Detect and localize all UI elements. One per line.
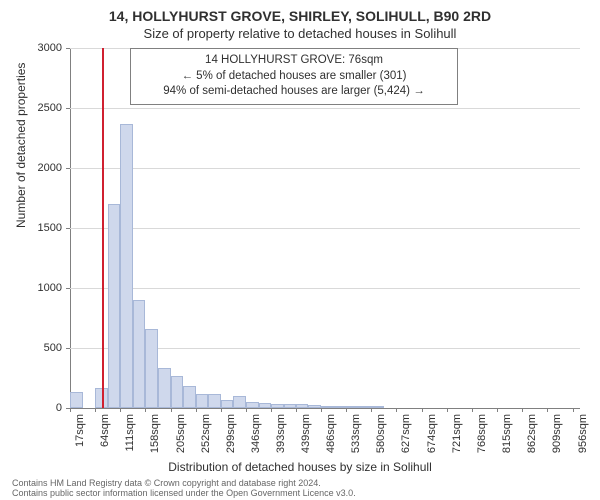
x-tick-label: 486sqm (325, 414, 337, 464)
grid-line (70, 168, 580, 169)
y-tick-label: 2000 (12, 162, 62, 174)
x-tick-mark (171, 408, 172, 412)
x-tick-label: 439sqm (300, 414, 312, 464)
histogram-bar (371, 406, 384, 408)
attribution-footer: Contains HM Land Registry data © Crown c… (12, 478, 356, 499)
histogram-bar (208, 394, 221, 408)
histogram-bar (145, 329, 158, 408)
x-tick-mark (145, 408, 146, 412)
x-tick-label: 815sqm (501, 414, 513, 464)
annotation-box: 14 HOLLYHURST GROVE: 76sqm ← 5% of detac… (130, 48, 458, 105)
annotation-line-3: 94% of semi-detached houses are larger (… (139, 84, 449, 100)
y-tick-label: 0 (12, 402, 62, 414)
x-tick-mark (271, 408, 272, 412)
y-tick-mark (66, 48, 70, 49)
x-tick-mark (422, 408, 423, 412)
histogram-bar (120, 124, 133, 408)
histogram-bar (334, 406, 347, 408)
histogram-bar (221, 400, 234, 408)
histogram-bar (259, 403, 272, 408)
x-tick-mark (221, 408, 222, 412)
x-tick-label: 158sqm (149, 414, 161, 464)
y-tick-mark (66, 168, 70, 169)
x-tick-label: 674sqm (426, 414, 438, 464)
x-tick-label: 909sqm (551, 414, 563, 464)
histogram-bar (284, 404, 297, 408)
y-tick-label: 1000 (12, 282, 62, 294)
x-tick-mark (547, 408, 548, 412)
y-tick-mark (66, 228, 70, 229)
x-tick-label: 17sqm (74, 414, 86, 464)
x-tick-mark (573, 408, 574, 412)
x-tick-mark (447, 408, 448, 412)
x-tick-mark (296, 408, 297, 412)
histogram-bar (296, 404, 309, 408)
histogram-bar (308, 405, 321, 408)
x-tick-mark (522, 408, 523, 412)
y-tick-label: 1500 (12, 222, 62, 234)
histogram-bar (133, 300, 146, 408)
annotation-line-1: 14 HOLLYHURST GROVE: 76sqm (139, 53, 449, 69)
x-tick-label: 956sqm (577, 414, 589, 464)
histogram-bar (271, 404, 284, 408)
grid-line (70, 228, 580, 229)
footer-line-2: Contains public sector information licen… (12, 488, 356, 498)
x-tick-label: 580sqm (375, 414, 387, 464)
chart-title: 14, HOLLYHURST GROVE, SHIRLEY, SOLIHULL,… (0, 8, 600, 24)
y-tick-label: 2500 (12, 102, 62, 114)
y-axis-label: Number of detached properties (14, 63, 28, 228)
y-tick-mark (66, 288, 70, 289)
x-tick-label: 393sqm (275, 414, 287, 464)
histogram-bar (246, 402, 259, 408)
x-tick-mark (346, 408, 347, 412)
histogram-bar (196, 394, 209, 408)
x-tick-mark (472, 408, 473, 412)
x-tick-label: 111sqm (124, 414, 136, 464)
histogram-bar (108, 204, 121, 408)
x-tick-mark (246, 408, 247, 412)
x-tick-label: 299sqm (225, 414, 237, 464)
x-tick-label: 252sqm (200, 414, 212, 464)
histogram-bar (183, 386, 196, 408)
x-tick-label: 533sqm (350, 414, 362, 464)
x-tick-mark (95, 408, 96, 412)
property-size-histogram: 14, HOLLYHURST GROVE, SHIRLEY, SOLIHULL,… (0, 0, 600, 500)
x-tick-mark (371, 408, 372, 412)
x-tick-mark (70, 408, 71, 412)
y-tick-label: 3000 (12, 42, 62, 54)
x-tick-label: 205sqm (175, 414, 187, 464)
grid-line (70, 108, 580, 109)
x-tick-label: 346sqm (250, 414, 262, 464)
x-tick-label: 768sqm (476, 414, 488, 464)
y-tick-mark (66, 348, 70, 349)
grid-line (70, 288, 580, 289)
histogram-bar (158, 368, 171, 408)
y-tick-label: 500 (12, 342, 62, 354)
x-tick-mark (120, 408, 121, 412)
x-tick-mark (321, 408, 322, 412)
histogram-bar (321, 406, 334, 408)
y-tick-mark (66, 108, 70, 109)
x-tick-mark (497, 408, 498, 412)
annotation-line-2: ← 5% of detached houses are smaller (301… (139, 69, 449, 85)
footer-line-1: Contains HM Land Registry data © Crown c… (12, 478, 356, 488)
x-tick-mark (196, 408, 197, 412)
histogram-bar (171, 376, 184, 408)
histogram-bar (359, 406, 372, 408)
property-marker-line (102, 48, 104, 408)
x-axis-line (70, 408, 580, 409)
x-tick-label: 64sqm (99, 414, 111, 464)
x-tick-mark (396, 408, 397, 412)
x-tick-label: 721sqm (451, 414, 463, 464)
histogram-bar (346, 406, 359, 408)
x-tick-label: 862sqm (526, 414, 538, 464)
histogram-bar (233, 396, 246, 408)
histogram-bar (70, 392, 83, 408)
x-tick-label: 627sqm (400, 414, 412, 464)
chart-subtitle: Size of property relative to detached ho… (0, 26, 600, 41)
